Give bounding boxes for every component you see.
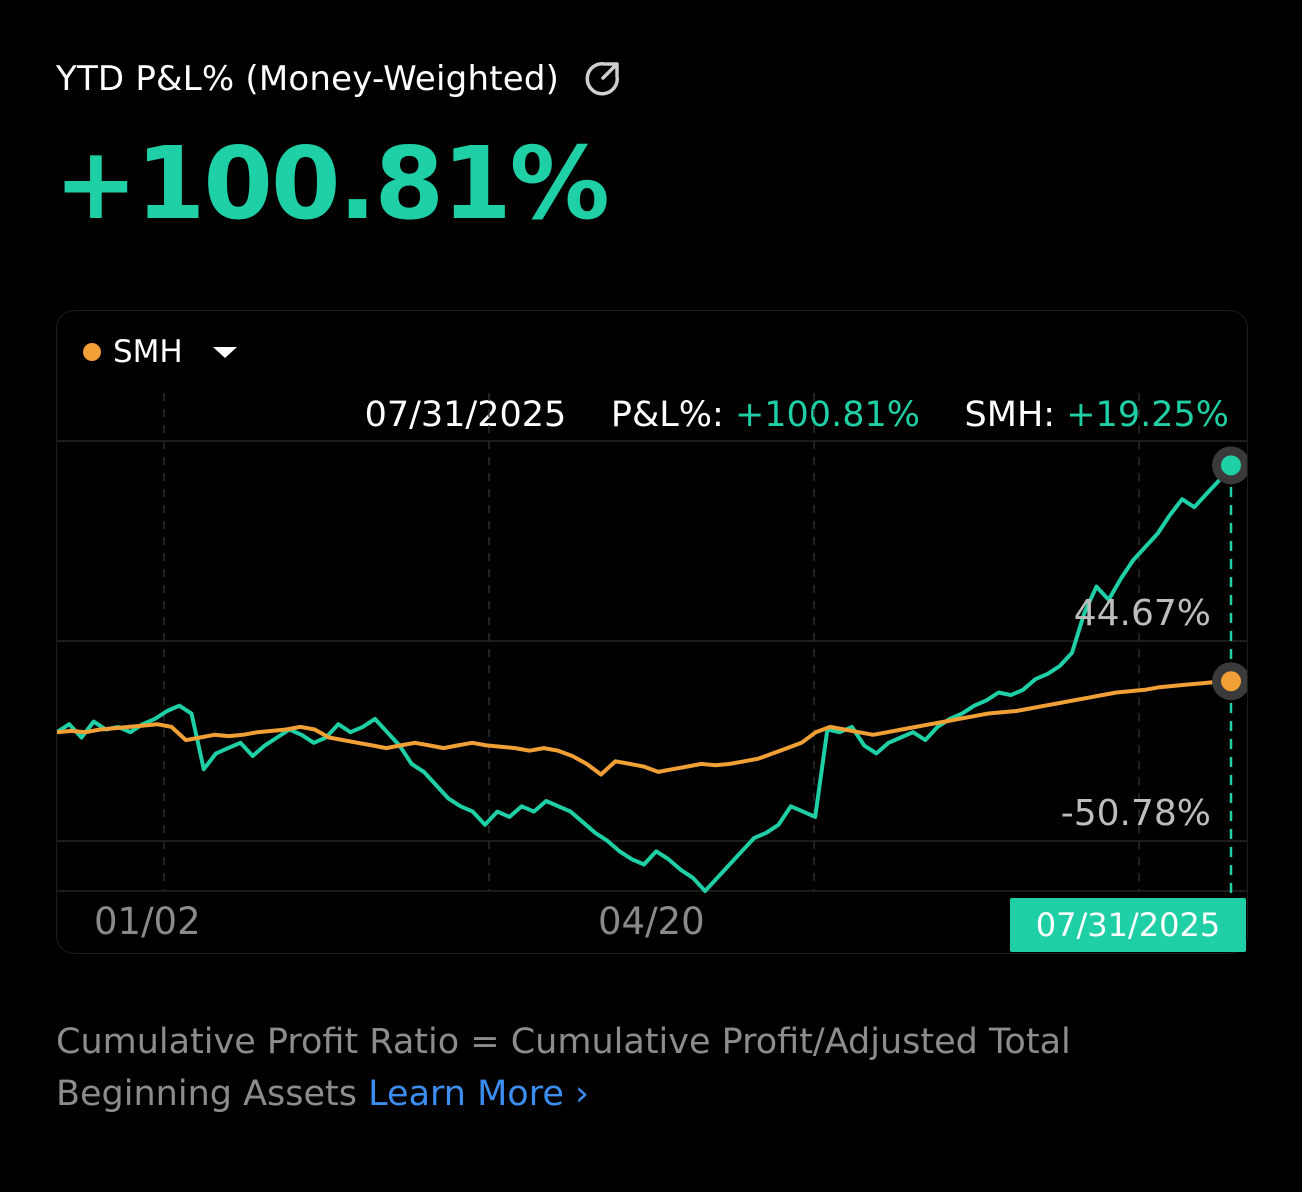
tooltip-benchmark-value: +19.25%	[1066, 395, 1229, 435]
learn-more-link[interactable]: Learn More ›	[368, 1074, 589, 1114]
formula-text: Cumulative Profit Ratio = Cumulative Pro…	[56, 1022, 1071, 1114]
chart-card[interactable]: SMH 07/31/2025 P&L%: +100.81% SMH: +19.2…	[56, 310, 1248, 954]
share-arrow-icon[interactable]	[581, 58, 623, 100]
annotation-lower: -50.78%	[1061, 793, 1211, 834]
page-title: YTD P&L% (Money-Weighted)	[56, 59, 560, 99]
caret-down-icon[interactable]	[212, 346, 237, 358]
end-marker-dot	[1221, 671, 1241, 692]
pl-percent-value: +100.81%	[54, 125, 610, 242]
benchmark-dropdown[interactable]: SMH	[83, 331, 237, 373]
series-line-p-l-	[57, 464, 1233, 893]
x-tick-label: 01/02	[94, 900, 201, 943]
tooltip-pl-value: +100.81%	[734, 395, 920, 435]
selected-date-chip: 07/31/2025	[1010, 898, 1246, 952]
annotation-upper: 44.67%	[1074, 593, 1211, 634]
tooltip-pl-label: P&L%:	[610, 395, 724, 435]
benchmark-name: SMH	[113, 334, 183, 370]
tooltip-benchmark-label: SMH:	[964, 395, 1056, 435]
formula-footnote: Cumulative Profit Ratio = Cumulative Pro…	[56, 1016, 1236, 1120]
x-tick-label: 04/20	[598, 900, 705, 943]
benchmark-legend-dot	[83, 343, 101, 361]
line-chart[interactable]: 44.67% -50.78%	[57, 311, 1247, 953]
tooltip-date: 07/31/2025	[364, 395, 567, 435]
end-marker-dot	[1221, 455, 1241, 476]
series-line-smh	[57, 679, 1232, 777]
page-title-row: YTD P&L% (Money-Weighted)	[56, 56, 623, 102]
chart-tooltip: 07/31/2025 P&L%: +100.81% SMH: +19.25%	[365, 395, 1229, 435]
